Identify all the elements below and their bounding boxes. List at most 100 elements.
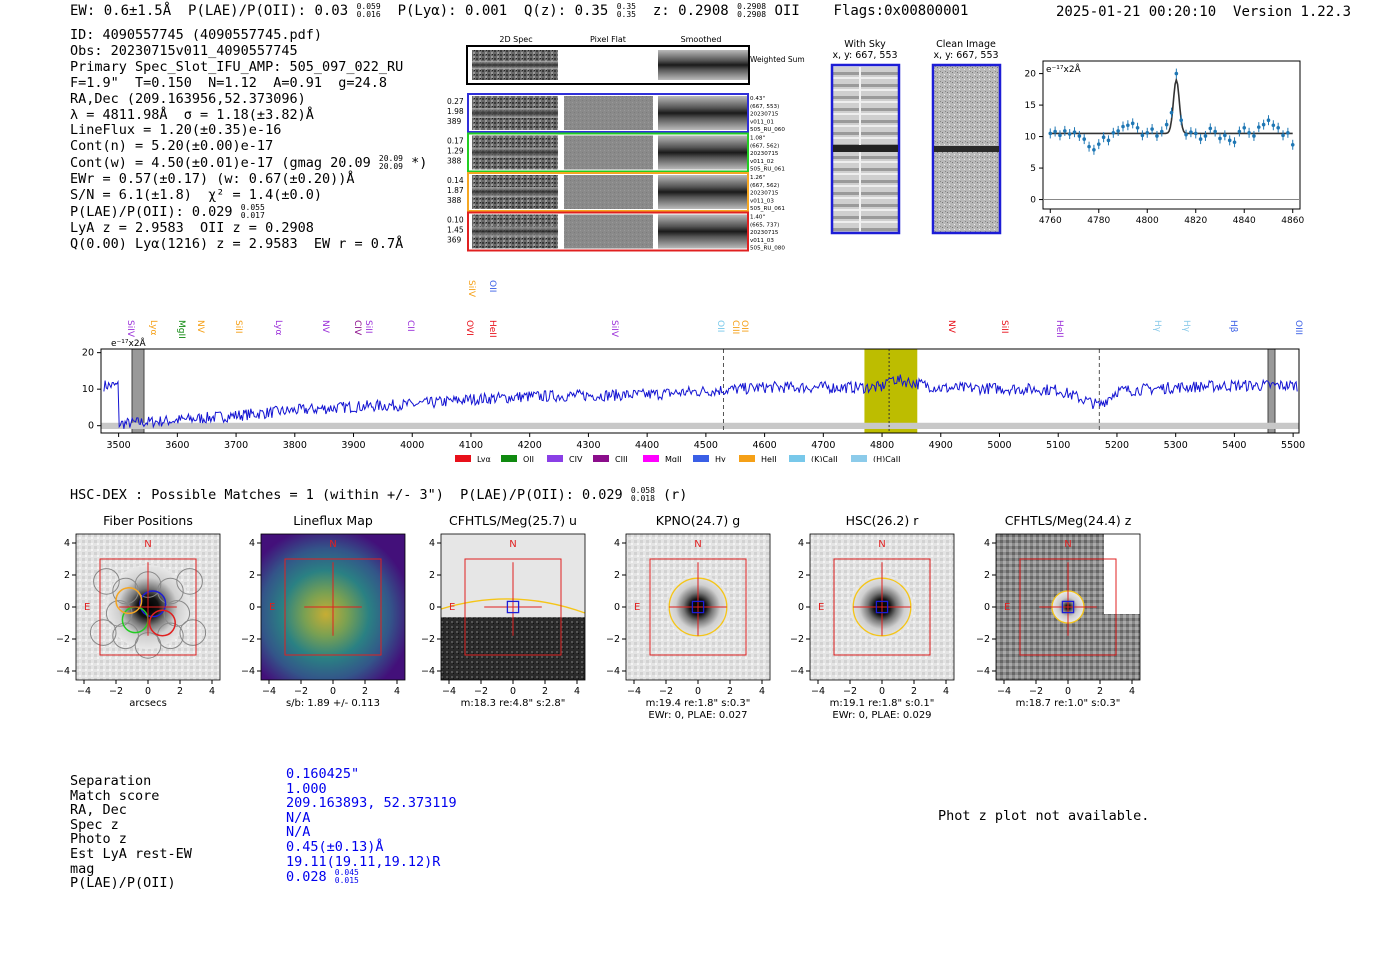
zoom-data-point bbox=[1218, 136, 1222, 141]
panel-x-tick-label: 0 bbox=[145, 686, 151, 697]
spectrum-x-tick-label: 3900 bbox=[341, 440, 365, 451]
panel-x-tick-label: −2 bbox=[474, 686, 488, 697]
zoom-y-tick-label: 10 bbox=[1025, 133, 1037, 143]
clean-image-coords: x, y: 667, 553 bbox=[933, 50, 998, 61]
match-table-label: Separation bbox=[70, 773, 152, 789]
timestamp-version: 2025-01-21 00:20:10 Version 1.22.3 bbox=[1056, 4, 1352, 20]
zoom-y-tick-label: 0 bbox=[1030, 196, 1036, 206]
spectrum-x-tick-label: 5300 bbox=[1164, 440, 1188, 451]
cutout-row-left-label: 0.17 bbox=[447, 137, 464, 146]
panel-y-tick-label: 4 bbox=[64, 538, 70, 549]
zoom-data-point bbox=[1048, 131, 1053, 136]
east-label: E bbox=[449, 602, 455, 613]
zoom-data-point bbox=[1266, 118, 1271, 122]
error-band bbox=[101, 422, 1299, 429]
image-panel: HSC(26.2) r N E −4 −4 −2 −2 0 0 2 2 4 4 m:19.1 re:1.8… bbox=[790, 513, 955, 721]
search-box bbox=[464, 558, 562, 656]
panel-x-tick-label: 2 bbox=[177, 686, 183, 697]
panel-y-tick-label: −2 bbox=[241, 634, 255, 645]
masked-region bbox=[1267, 348, 1276, 434]
image-panel: CFHTLS/Meg(25.7) u N E −4 −4 −2 −2 0 0 2 2 4 4 m:18.3… bbox=[421, 513, 586, 709]
match-table-value: N/A bbox=[286, 809, 311, 826]
match-table-label: Est LyA rest-EW bbox=[70, 845, 192, 862]
panel-title: Lineflux Map bbox=[293, 513, 373, 528]
panel-title: CFHTLS/Meg(24.4) z bbox=[1005, 513, 1132, 528]
legend-label: MgII bbox=[665, 455, 682, 462]
zoom-data-point bbox=[1189, 130, 1193, 134]
fiber-circle bbox=[112, 622, 139, 650]
spectrum-x-tick-label: 4500 bbox=[694, 440, 718, 451]
zoom-data-point bbox=[1242, 125, 1247, 130]
spectrum-x-tick-label: 3500 bbox=[107, 440, 131, 451]
spectrum-line bbox=[103, 374, 1298, 429]
cutout-row-right-label: (667, 553) bbox=[750, 104, 779, 110]
cutout-row-pixelflat bbox=[564, 175, 653, 209]
cutout-row-smoothed bbox=[658, 135, 747, 170]
zoom-data-point bbox=[1106, 138, 1111, 143]
panel-y-tick-label: 2 bbox=[249, 570, 255, 581]
panel-x-tick-label: −4 bbox=[262, 686, 276, 697]
spectrum-y-tick-label: 0 bbox=[88, 421, 94, 432]
spectral-line-label: CIV bbox=[352, 320, 362, 336]
image-panel: KPNO(24.7) g N E −4 −4 −2 −2 0 0 2 2 4 4 m:19.4 re:1.… bbox=[606, 513, 771, 721]
panel-x-tick-label: −4 bbox=[77, 686, 91, 697]
panel-y-tick-label: −2 bbox=[976, 634, 990, 645]
panel-x-tick-label: 2 bbox=[1097, 686, 1103, 697]
fiber-circle bbox=[112, 577, 139, 605]
zoom-data-point bbox=[1111, 130, 1116, 135]
sky-panels: With Sky x, y: 667, 553 Clean Image x, y… bbox=[830, 39, 1002, 235]
zoom-data-point bbox=[1130, 121, 1135, 126]
search-box bbox=[1019, 558, 1117, 656]
spectral-line-label: SiII bbox=[363, 320, 373, 334]
match-table-value: 19.11(19.11,19.12)R bbox=[286, 853, 441, 870]
search-box bbox=[284, 558, 382, 656]
cutout-row-smoothed bbox=[658, 96, 747, 130]
cutout-row-right-label: v011_02 bbox=[750, 159, 774, 165]
panel-x-tick-label: 4 bbox=[759, 686, 765, 697]
zoom-data-point bbox=[1286, 130, 1290, 135]
spectral-line-label: OVI bbox=[464, 320, 474, 336]
cutout-row-right-label: 20230715 bbox=[750, 151, 779, 157]
spectrum-x-tick-label: 3800 bbox=[283, 440, 307, 451]
panel-y-tick-label: −2 bbox=[606, 634, 620, 645]
panel-y-tick-label: 0 bbox=[429, 602, 435, 613]
fiber-circle bbox=[176, 568, 203, 595]
panel-x-tick-label: 4 bbox=[209, 686, 215, 697]
zoom-data-point bbox=[1281, 133, 1285, 138]
cutout-row-right-label: 1.26" bbox=[750, 175, 765, 181]
match-table-labels: Separation Match score RA, Dec Spec z Photo … bbox=[70, 774, 192, 891]
zoom-data-point bbox=[1256, 125, 1261, 129]
panel-y-tick-label: 0 bbox=[64, 602, 70, 613]
match-table-value: 0.028 0.045 0.015 bbox=[286, 868, 359, 886]
legend-swatch bbox=[693, 455, 709, 462]
spectrum-x-tick-label: 5100 bbox=[1046, 440, 1070, 451]
fiber-center-marker bbox=[506, 600, 520, 614]
cutout-header-smoothed: Smoothed bbox=[681, 35, 722, 44]
panel-y-tick-label: 0 bbox=[984, 602, 990, 613]
panel-title: Fiber Positions bbox=[103, 513, 193, 528]
cutout-row-left-label: 1.98 bbox=[447, 107, 464, 116]
zoom-data-point bbox=[1261, 122, 1266, 127]
match-table-label: mag bbox=[70, 860, 95, 877]
panel-x-tick-label: −4 bbox=[811, 686, 825, 697]
panel-caption: m:18.3 re:4.8" s:2.8" bbox=[461, 698, 566, 709]
panel-y-tick-label: −4 bbox=[241, 666, 255, 677]
zoom-data-point bbox=[1145, 130, 1150, 135]
spectrum-y-tick-label: 10 bbox=[82, 384, 94, 395]
zoom-model-fit bbox=[1050, 76, 1293, 135]
cutout-row-right-label: (667, 562) bbox=[750, 183, 779, 189]
spectral-line-label: NV bbox=[195, 320, 205, 334]
spectral-line-label: HeII bbox=[1054, 320, 1064, 338]
zoom-data-point bbox=[1155, 134, 1159, 138]
zoom-data-point bbox=[1252, 134, 1256, 138]
zoom-data-point bbox=[1184, 132, 1188, 137]
cutout-row-left-label: 1.87 bbox=[447, 186, 464, 195]
emission-line-zoom-plot: 4760 4780 4800 4820 4840 4860 0 5 10 15 20 e⁻¹⁷x2Å bbox=[1025, 60, 1304, 226]
spectral-line-label: OII bbox=[715, 320, 725, 332]
zoom-data-point bbox=[1116, 129, 1120, 133]
panel-x-tick-label: −2 bbox=[109, 686, 123, 697]
spectrum-frame bbox=[100, 348, 1300, 434]
match-table-label: Spec z bbox=[70, 816, 119, 833]
spectral-line-label: SiIV bbox=[466, 280, 476, 298]
panel-x-tick-label: −4 bbox=[627, 686, 641, 697]
